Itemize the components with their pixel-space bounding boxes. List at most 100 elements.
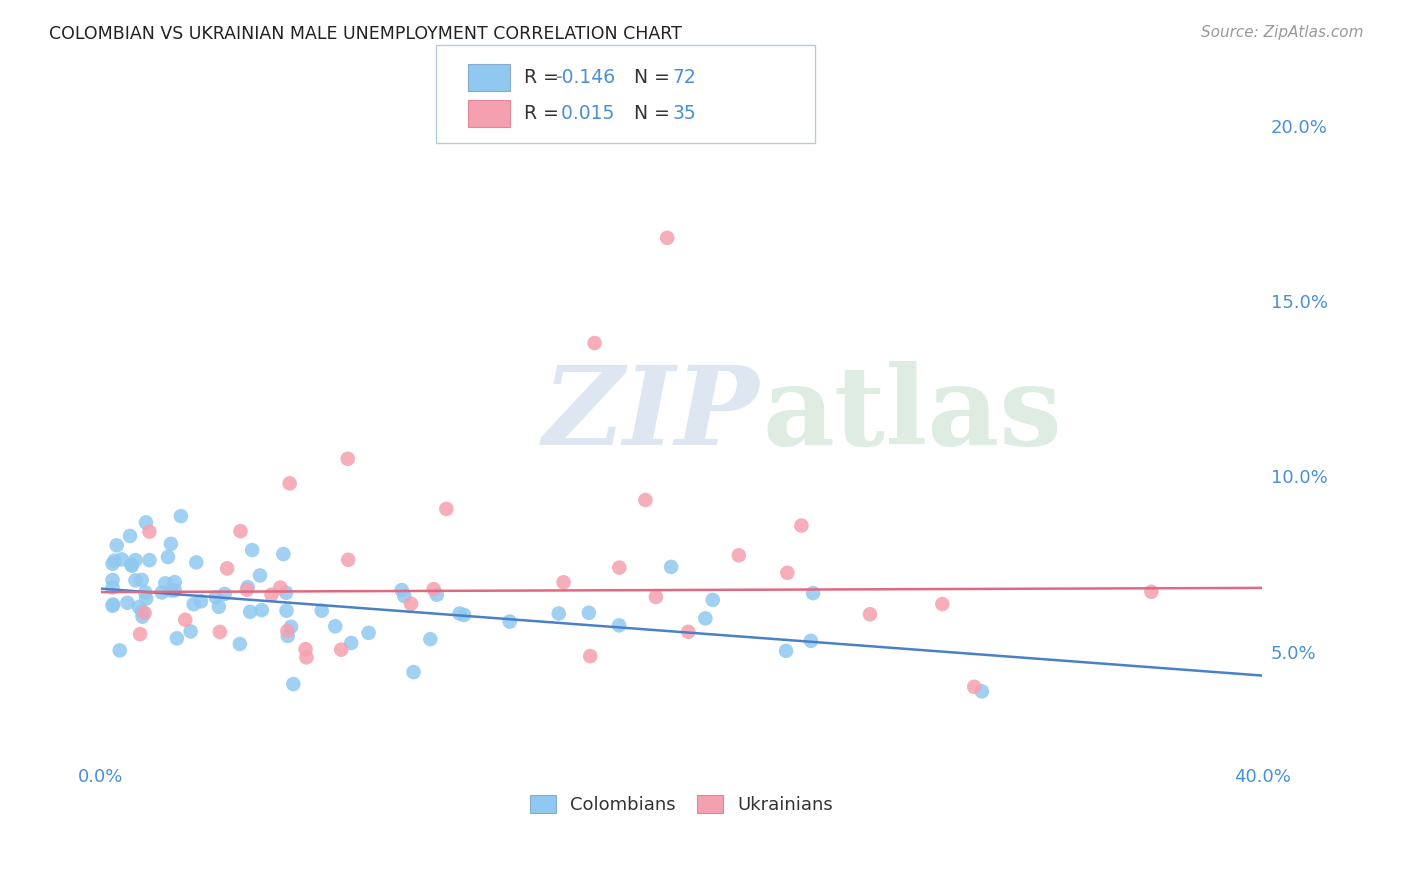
Point <box>104 553 127 567</box>
Point <box>240 543 263 558</box>
Point <box>180 624 202 639</box>
Point <box>357 625 380 640</box>
Text: ZIP: ZIP <box>543 361 759 468</box>
Point <box>607 618 630 632</box>
Point <box>229 637 252 651</box>
Point <box>131 609 153 624</box>
Point <box>657 231 679 245</box>
Text: N =: N = <box>634 103 676 123</box>
Point <box>1140 584 1163 599</box>
Point <box>399 597 422 611</box>
Point <box>547 607 569 621</box>
Point <box>607 560 630 574</box>
Point <box>160 537 183 551</box>
Point <box>276 604 298 618</box>
Point <box>963 680 986 694</box>
Point <box>727 549 749 563</box>
Point <box>135 516 157 530</box>
Point <box>273 547 295 561</box>
Point <box>128 599 150 614</box>
Point <box>659 560 682 574</box>
Point <box>578 606 600 620</box>
Point <box>330 642 353 657</box>
Point <box>236 582 259 597</box>
Point <box>101 557 124 571</box>
Point <box>434 502 457 516</box>
Point <box>121 558 143 572</box>
Point <box>931 597 953 611</box>
Point <box>121 558 143 573</box>
Point <box>323 619 346 633</box>
Point <box>678 624 700 639</box>
Text: N =: N = <box>634 68 676 87</box>
Point <box>499 615 522 629</box>
Point <box>402 665 425 679</box>
Point <box>160 583 183 598</box>
Point <box>217 561 239 575</box>
Point <box>208 599 231 614</box>
Point <box>419 632 441 647</box>
Point <box>583 336 606 351</box>
Point <box>775 644 797 658</box>
Point <box>276 624 298 638</box>
Point <box>269 581 291 595</box>
Point <box>129 627 152 641</box>
Point <box>790 518 813 533</box>
Point <box>174 613 197 627</box>
Point <box>156 549 179 564</box>
Point <box>249 568 271 582</box>
Point <box>131 605 153 619</box>
Point <box>101 573 124 587</box>
Point <box>276 586 298 600</box>
Text: 0.015: 0.015 <box>555 103 614 123</box>
Point <box>101 581 124 595</box>
Point <box>294 642 316 657</box>
Point <box>118 529 141 543</box>
Point <box>336 451 359 466</box>
Point <box>135 591 157 606</box>
Point <box>295 650 318 665</box>
Point <box>108 643 131 657</box>
Text: 72: 72 <box>672 68 696 87</box>
Point <box>101 598 124 612</box>
Point <box>776 566 799 580</box>
Point <box>426 588 449 602</box>
Point <box>280 620 302 634</box>
Point <box>205 591 228 605</box>
Point <box>453 607 475 622</box>
Point <box>124 553 146 567</box>
Point <box>422 582 444 596</box>
Point <box>391 582 413 597</box>
Text: atlas: atlas <box>763 361 1063 468</box>
Point <box>278 476 301 491</box>
Legend: Colombians, Ukrainians: Colombians, Ukrainians <box>522 787 842 823</box>
Point <box>101 599 124 613</box>
Point <box>239 605 262 619</box>
Point <box>702 592 724 607</box>
Point <box>634 493 657 508</box>
Point <box>134 585 156 599</box>
Point <box>170 509 193 524</box>
Point <box>229 524 252 538</box>
Point <box>214 587 236 601</box>
Point <box>105 538 128 552</box>
Text: -0.146: -0.146 <box>555 68 616 87</box>
Point <box>449 607 471 621</box>
Text: R =: R = <box>524 103 565 123</box>
Point <box>124 574 146 588</box>
Point <box>283 677 305 691</box>
Point <box>579 649 602 664</box>
Point <box>250 603 273 617</box>
Point <box>150 585 173 599</box>
Point <box>134 606 156 620</box>
Text: Source: ZipAtlas.com: Source: ZipAtlas.com <box>1201 25 1364 40</box>
Point <box>111 552 134 566</box>
Point <box>394 589 416 603</box>
Point <box>337 553 360 567</box>
Point <box>163 583 186 598</box>
Point <box>645 590 668 604</box>
Point <box>970 684 993 698</box>
Text: 35: 35 <box>672 103 696 123</box>
Text: COLOMBIAN VS UKRAINIAN MALE UNEMPLOYMENT CORRELATION CHART: COLOMBIAN VS UKRAINIAN MALE UNEMPLOYMENT… <box>49 25 682 43</box>
Point <box>190 594 212 608</box>
